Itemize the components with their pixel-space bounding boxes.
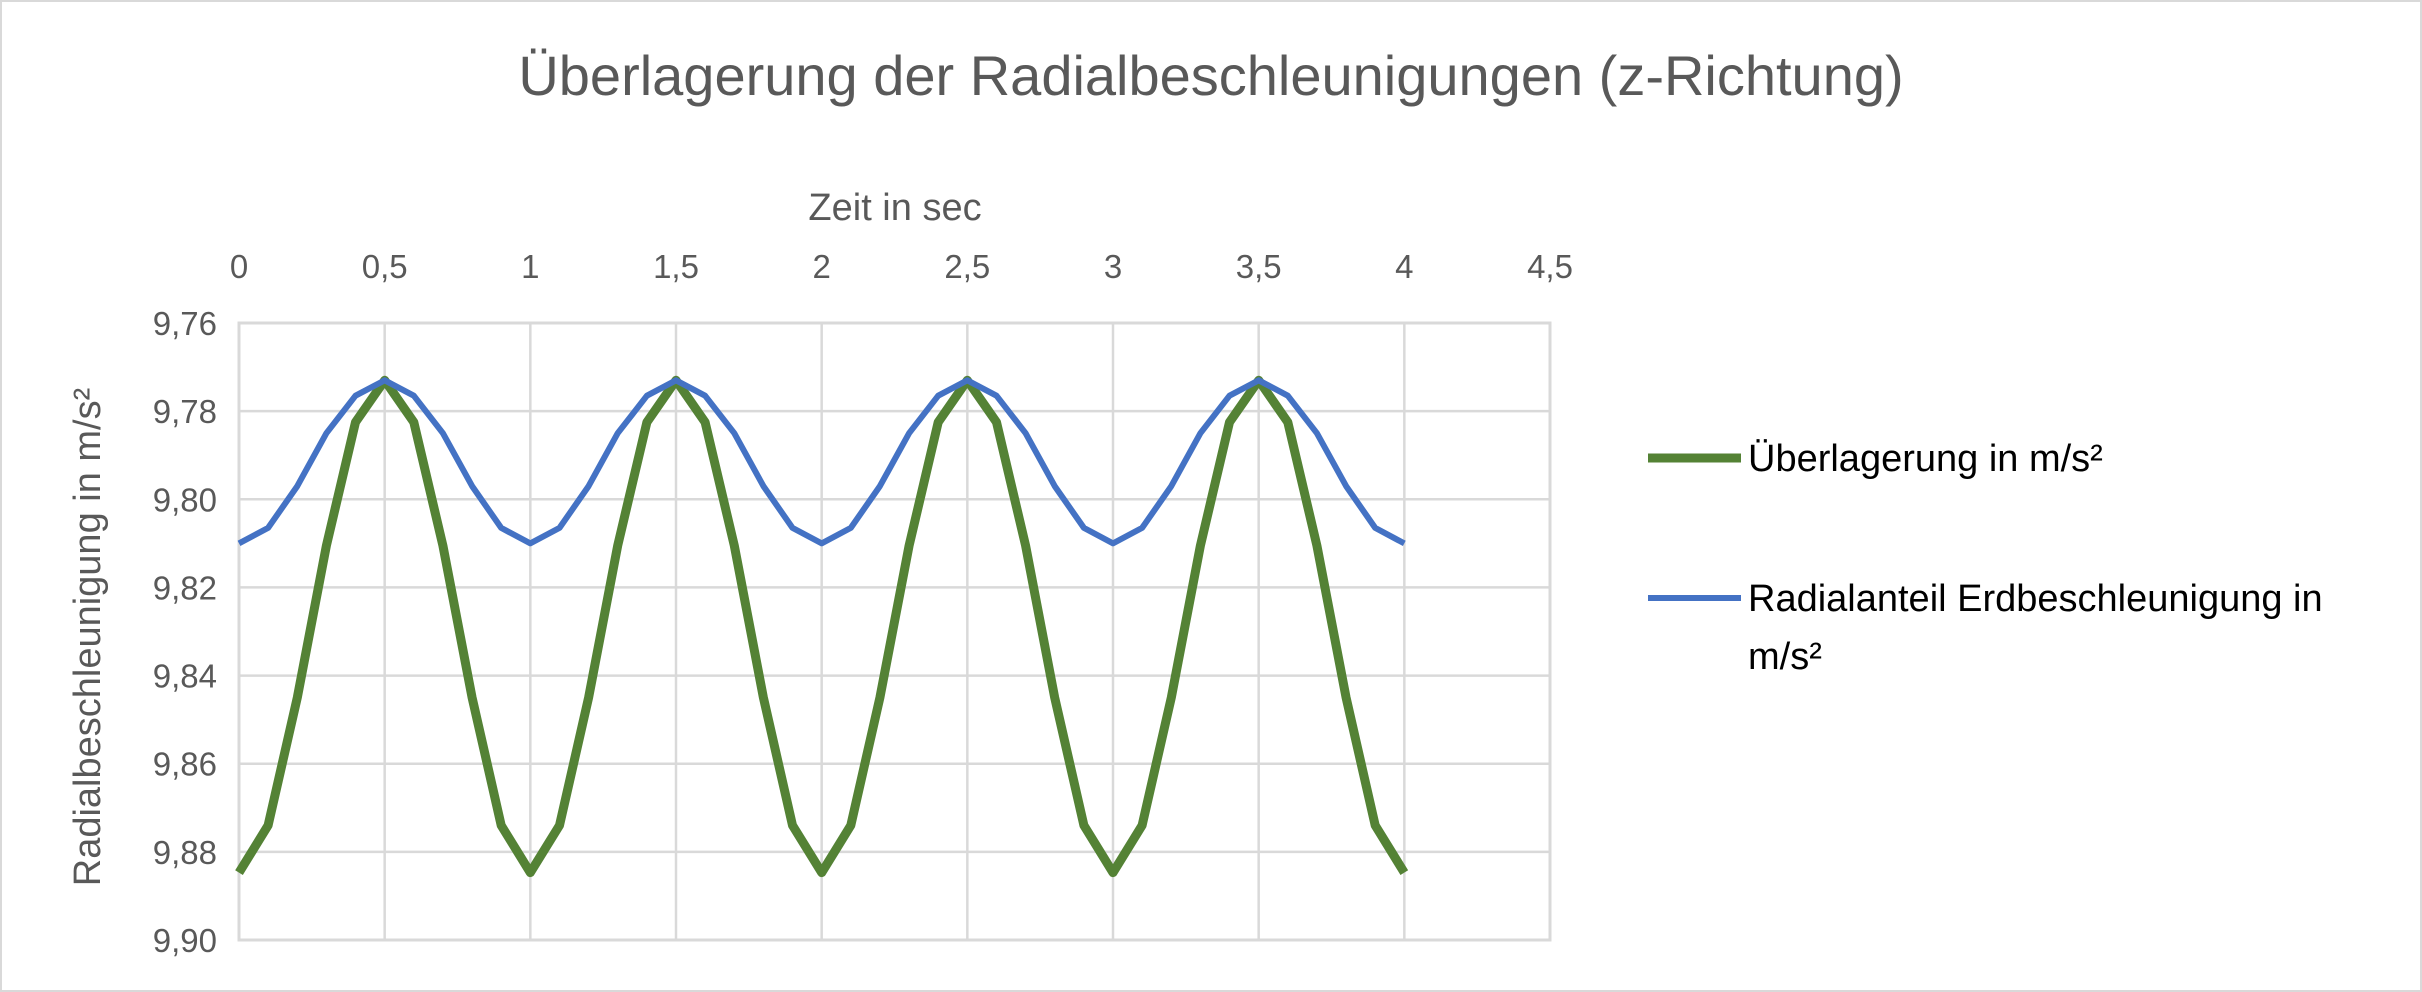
y-tick-label: 9,78 xyxy=(153,393,217,430)
x-tick-label: 4,5 xyxy=(1527,248,1573,285)
gridlines xyxy=(237,321,1552,942)
x-tick-label: 1,5 xyxy=(653,248,699,285)
x-tick-label: 2,5 xyxy=(944,248,990,285)
y-tick-label: 9,80 xyxy=(153,481,217,518)
x-tick-label: 1 xyxy=(521,248,539,285)
y-tick-label: 9,84 xyxy=(153,658,217,695)
y-tick-label: 9,86 xyxy=(153,746,217,783)
x-axis-title: Zeit in sec xyxy=(808,187,981,229)
plot-frame xyxy=(237,321,1552,942)
tick-labels: 9,76 9,78 9,80 9,82 9,84 9,86 9,88 9,90 0 0,5 1 1,5… xyxy=(153,248,1573,959)
y-axis-title: Radialbeschleunigung in m/s² xyxy=(67,388,109,887)
chart-title: Überlagerung der Radialbeschleunigungen … xyxy=(518,44,1903,107)
x-tick-label: 2 xyxy=(812,248,830,285)
legend-label-1: Überlagerung in m/s² xyxy=(1748,438,2103,480)
y-tick-label: 9,76 xyxy=(153,305,217,342)
x-tick-label: 0,5 xyxy=(362,248,408,285)
x-tick-label: 4 xyxy=(1395,248,1413,285)
y-tick-label: 9,90 xyxy=(153,922,217,959)
series-lines xyxy=(235,375,1409,878)
y-tick-label: 9,82 xyxy=(153,569,217,606)
x-tick-label: 3 xyxy=(1104,248,1122,285)
legend: Überlagerung in m/s² Radialanteil Erdbesc… xyxy=(1648,438,2323,678)
series-line-2 xyxy=(237,377,1406,547)
series-line-1 xyxy=(235,375,1409,878)
x-tick-label: 0 xyxy=(230,248,248,285)
legend-label-2: m/s² xyxy=(1748,636,1822,678)
legend-label-2: Radialanteil Erdbeschleunigung in xyxy=(1748,578,2323,620)
y-tick-label: 9,88 xyxy=(153,834,217,871)
x-tick-label: 3,5 xyxy=(1236,248,1282,285)
